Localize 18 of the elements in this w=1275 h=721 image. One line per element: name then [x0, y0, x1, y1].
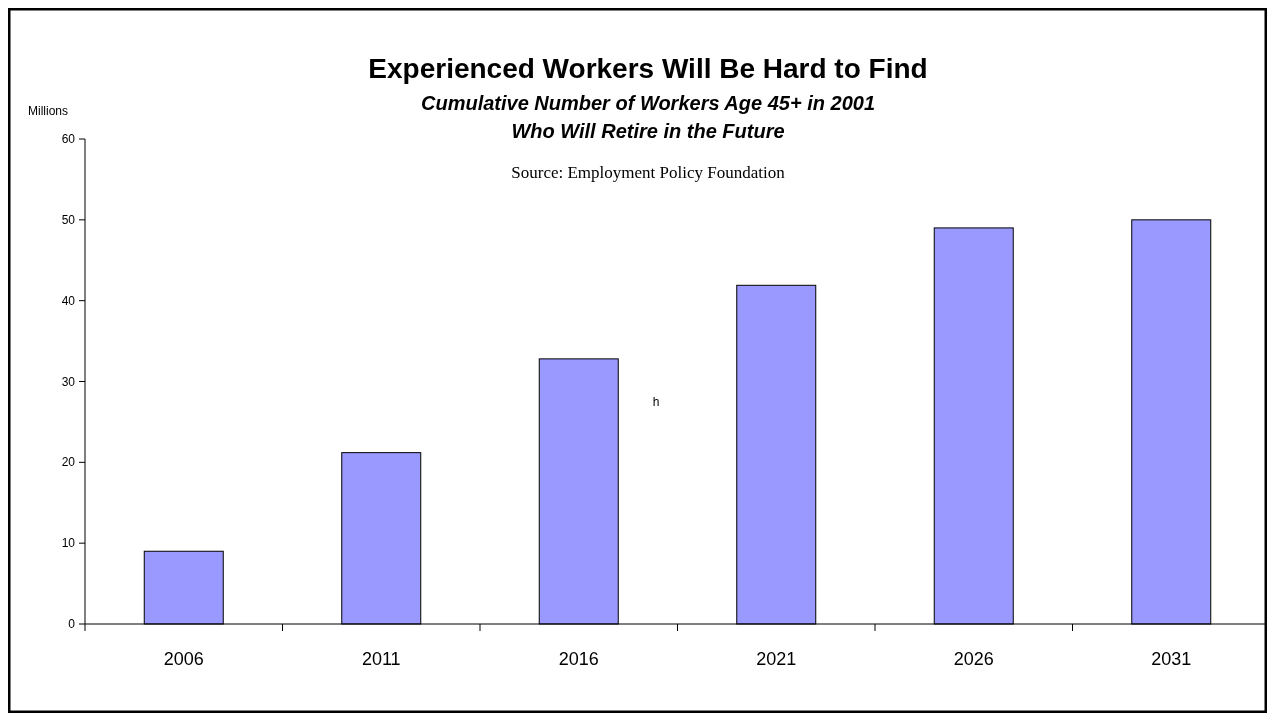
chart-title: Experienced Workers Will Be Hard to Find	[368, 53, 928, 84]
y-tick-label: 20	[61, 455, 76, 470]
x-tick-label: 2026	[953, 649, 994, 669]
x-tick-label: 2006	[163, 649, 204, 669]
y-tick-label: 50	[61, 212, 76, 227]
y-tick-label: 0	[68, 617, 76, 631]
x-tick-label: 2031	[1151, 649, 1192, 669]
y-tick-label: 30	[61, 374, 76, 389]
x-tick-label: 2011	[361, 649, 401, 669]
y-tick-label: 40	[61, 293, 76, 308]
x-tick-label: 2016	[558, 649, 599, 669]
chart-subtitle: Cumulative Number of Workers Age 45+ in 2001 Who Will Retire in the Future	[420, 92, 876, 142]
x-tick-label: 2021	[756, 649, 797, 669]
annotation: h	[652, 395, 660, 409]
y-axis-title: Millions	[28, 104, 69, 118]
y-tick-label: 60	[61, 132, 76, 146]
annotation: Source: Employment Policy Foundation	[511, 163, 786, 182]
y-tick-label: 10	[61, 536, 76, 551]
